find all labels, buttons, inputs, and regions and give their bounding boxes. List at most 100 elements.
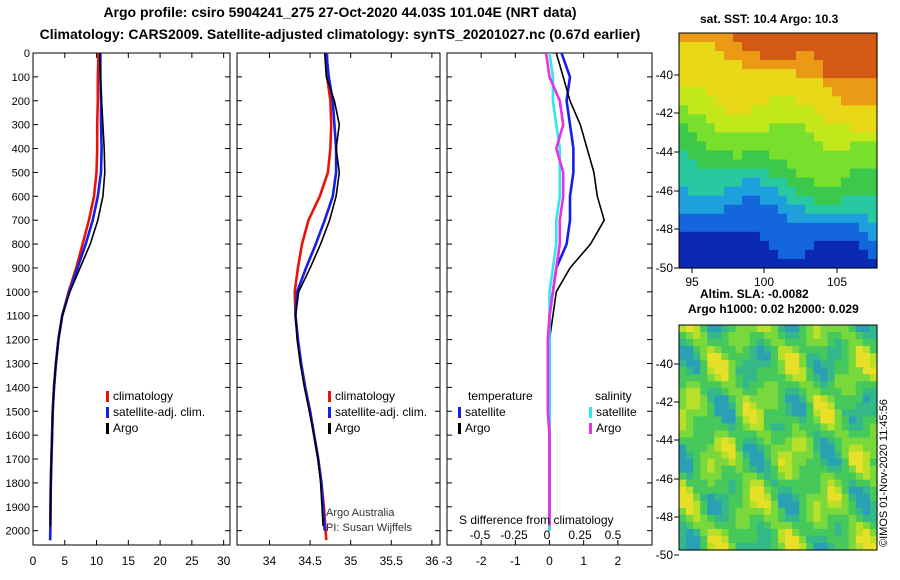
sla-map-cell [785,388,793,396]
sst-map-cell [832,177,842,188]
sla-map-cell [770,346,779,354]
sst-map-cell [796,78,806,88]
sla-map-cell [834,346,843,354]
sla-map-cell [778,339,786,347]
sla-map-cell [841,444,850,453]
sla-map-cell [728,430,737,439]
sla-map-cell [749,465,758,474]
sla-map-cell [714,500,723,509]
sla-map-cell [742,374,751,382]
sla-map-cell [756,374,765,382]
sla-map-cell [827,514,836,523]
sla-map-cell [700,479,708,488]
sst-map-cell [778,96,788,106]
sst-map-cell [850,114,860,124]
sst-map-cell [805,114,815,124]
sla-map-cell [763,521,772,530]
sla-map-cell [785,542,793,551]
sst-map-cell [733,159,743,170]
sst-map-cell [787,222,797,233]
x-tick-label: 35.5 [380,554,404,568]
series-line-climatology [293,53,333,541]
sla-map-cell [799,388,807,396]
sst-map-cell [724,132,734,143]
sst-map-cell [805,60,815,70]
sla-map-cell [735,444,744,453]
sla-map-cell [735,339,744,347]
sst-map-cell [859,105,869,115]
sla-map-cell [813,535,822,544]
sla-map-cell [806,339,814,347]
sla-map-cell [848,360,857,368]
sst-map-cell [697,123,707,134]
sst-map-cell [760,159,770,170]
sst-map-cell [778,150,788,161]
sla-map-cell [848,493,857,502]
sst-map-cell [688,42,698,52]
sla-map-cell [714,423,723,432]
sla-map-cell [778,500,786,509]
sla-map-cell [742,521,751,530]
sst-map-cell [679,42,689,52]
sst-map-cell [751,222,761,233]
sla-map-cell [721,472,730,481]
sla-map-cell [679,493,687,502]
sst-map-cell [778,141,788,152]
sla-map-cell [693,486,701,495]
sst-map-cell [724,186,734,197]
sst-map-cell [859,177,869,188]
sst-map-cell [814,132,824,143]
sla-map-cell [707,444,715,453]
x-tick-label: 30 [217,554,231,568]
sla-map-cell [770,332,779,340]
sla-map-cell [749,542,758,551]
sla-map-cell [848,402,857,410]
sla-map-cell [869,360,878,368]
sla-map-cell [806,360,814,368]
sst-map-cell [805,141,815,152]
sla-map-cell [700,437,708,446]
sla-map-cell [820,542,829,551]
sla-map-cell [792,416,800,425]
sla-map-cell [749,360,758,368]
sla-map-cell [721,458,730,467]
sla-map-cell [813,437,822,446]
sst-map-cell [769,213,779,224]
sla-map-cell [749,409,758,418]
sla-map-cell [869,444,878,453]
x-tick-label: 2 [614,554,621,568]
x-tick-label: 34 [263,554,277,568]
sst-map-cell [724,168,734,179]
sst-map-cell [778,87,788,97]
sst-map-cell [778,42,788,52]
sla-map-frame [678,324,878,551]
sla-map-cell [855,486,864,495]
sla-map-cell [693,360,701,368]
x-tick-label: 36 [425,554,439,568]
sst-map-cell [778,231,788,242]
sla-map-cell [679,339,687,347]
sst-map-cell [769,87,779,97]
sla-map-cell [834,430,843,439]
sla-map-cell [735,437,744,446]
sst-map-cell [706,231,716,242]
sst-map-cell [859,186,869,197]
sla-map-cell [679,486,687,495]
sla-map-cell [714,521,723,530]
sst-map-cell [832,69,842,79]
sla-map-cell [799,444,807,453]
sla-map-cell [778,514,786,523]
sla-map-cell [714,535,723,544]
sst-map-cell [733,258,743,269]
sla-map-cell [841,528,850,537]
sla-map-cell [862,458,871,467]
sst-map-cell [715,249,725,260]
sst-map-cell [796,42,806,52]
x-tick-label: 35 [344,554,358,568]
sst-map-cell [814,114,824,124]
sst-map-cell [868,87,878,97]
sla-map-cell [848,472,857,481]
sla-map-cell [770,388,779,396]
sla-map-cell [735,423,744,432]
sst-map-cell [742,114,752,124]
